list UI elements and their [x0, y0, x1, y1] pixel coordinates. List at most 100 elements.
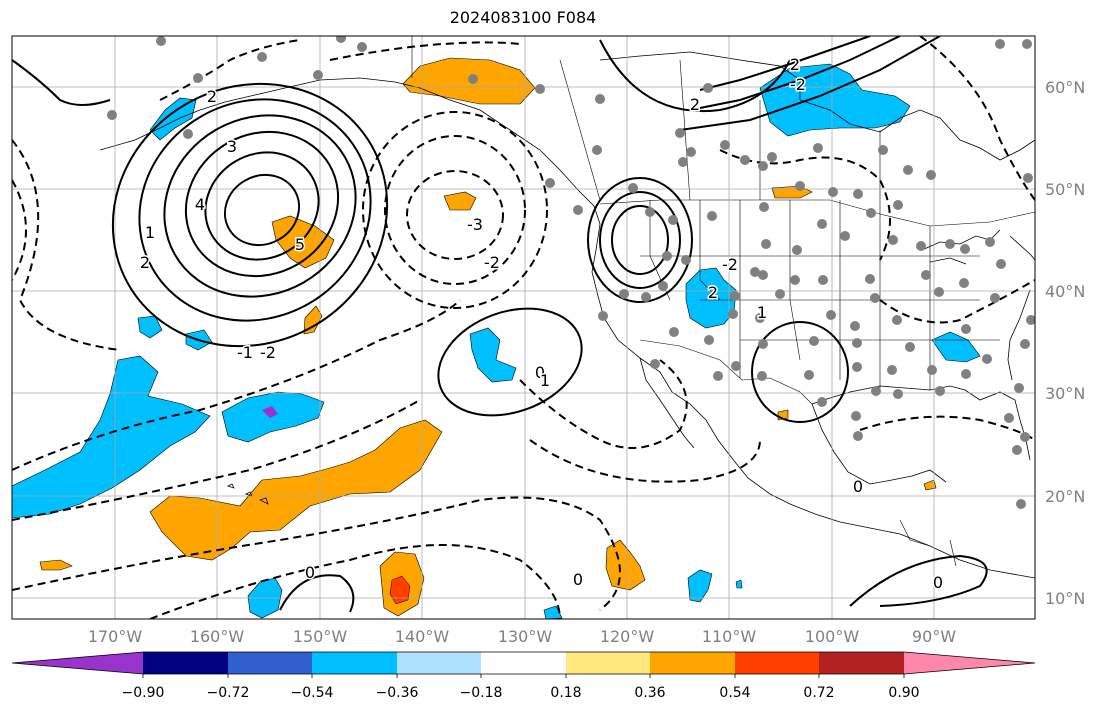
contour-label: 0	[853, 477, 863, 496]
lon-label-160w: 160°W	[190, 627, 245, 646]
blue-region-southeast	[931, 331, 981, 363]
lat-label-60n: 60°N	[1045, 78, 1085, 97]
colorbar-segment	[650, 652, 735, 674]
contour-label: 5	[295, 235, 305, 254]
colorbar-tick-label: −0.54	[291, 685, 334, 701]
south-band-dashed-4	[149, 544, 561, 619]
contour-label: 1	[145, 223, 155, 242]
contour-label: -1	[237, 343, 253, 362]
blue-region-west-band	[12, 355, 211, 519]
colorbar-segment	[481, 652, 566, 674]
contour-label: 0	[305, 563, 315, 582]
south-band-dashed-1	[12, 299, 461, 471]
contour-label: 1	[540, 371, 550, 390]
colorbar-tick-label: −0.72	[207, 685, 250, 701]
gulf-alaska-low-2	[384, 135, 526, 285]
red-region-peak	[389, 575, 411, 605]
map-title: 2024083100 F084	[449, 8, 597, 27]
lat-label-20n: 20°N	[1045, 487, 1085, 506]
contour-label: 0	[535, 363, 545, 382]
colorbar-segment	[143, 652, 228, 674]
positive-contours	[12, 36, 988, 613]
graticule	[12, 36, 1035, 619]
central-america-lines	[899, 519, 957, 567]
gulf-alaska-low-1	[362, 111, 548, 309]
contour-label: -2	[260, 343, 276, 362]
colorbar-segment	[397, 652, 481, 674]
colorbar-segment	[228, 652, 312, 674]
contour-label: 2	[708, 283, 718, 302]
orange-region-small-a	[443, 191, 477, 211]
colorbar-segment	[566, 652, 650, 674]
orange-region-subtropical-band	[149, 419, 443, 561]
mexico-dashed-1	[519, 359, 688, 449]
lat-label-10n: 10°N	[1045, 589, 1085, 608]
south-contour-b	[849, 554, 988, 607]
contour-label: -2	[484, 253, 500, 272]
us-mexico-border	[639, 339, 813, 405]
alaska-coast	[99, 77, 601, 225]
contour-label: 1	[757, 303, 767, 322]
west-coast-high-2	[599, 191, 681, 289]
east-dashed-1	[879, 279, 1035, 324]
bering-contour	[12, 59, 111, 106]
lon-label-140w: 140°W	[395, 627, 450, 646]
west-edge-dashed-2	[12, 179, 27, 281]
colorbar-tick-label: −0.18	[460, 685, 503, 701]
high-contour-6	[223, 173, 301, 247]
south-band-dashed-2	[12, 399, 421, 521]
contour-label: 2	[690, 95, 700, 114]
high-contour-4	[184, 130, 340, 278]
lat-label-50n: 50°N	[1045, 180, 1085, 199]
blue-region-small-a	[137, 315, 163, 339]
positive-anomaly-regions	[39, 57, 937, 617]
lon-label-90w: 90°W	[912, 627, 956, 646]
negative-contours	[12, 36, 1035, 619]
blue-region-small-c	[735, 579, 743, 589]
blue-region-bering	[149, 97, 197, 141]
contour-label: 3	[227, 137, 237, 156]
gulf-alaska-low-3	[406, 170, 504, 260]
purple-region-spot	[262, 406, 278, 418]
contour-label: -3	[467, 215, 483, 234]
hawaii-islands	[226, 483, 269, 505]
colorbar-tick-label: 0.54	[719, 685, 750, 701]
orange-region-small-c	[39, 559, 73, 571]
contour-label: 0	[933, 573, 943, 592]
east-coast	[1007, 235, 1035, 381]
colorbar-segment	[12, 652, 143, 674]
blue-region-central	[221, 391, 325, 443]
contour-label: 0	[573, 570, 583, 589]
north-east-contour-1	[699, 36, 871, 91]
mid-pacific-contour	[437, 307, 583, 417]
colorbar-tick-label: −0.36	[376, 685, 419, 701]
map-frame	[11, 35, 1036, 620]
high-contour-3	[163, 114, 357, 298]
high-contour-2	[138, 98, 372, 322]
colorbar-tick-label: 0.36	[634, 685, 665, 701]
us-state-lines	[640, 200, 1000, 390]
orange-region-small-f	[923, 479, 937, 491]
colorbar-tick-label: 0.72	[803, 685, 834, 701]
west-coast-high-3	[611, 205, 669, 275]
lon-label-110w: 110°W	[702, 627, 757, 646]
station-dots	[107, 36, 1035, 509]
high-contour-5	[204, 151, 320, 261]
contour-label: 2	[140, 253, 150, 272]
east-dashed-2	[859, 415, 1035, 441]
lat-label-30n: 30°N	[1045, 384, 1085, 403]
lon-label-120w: 120°W	[600, 627, 655, 646]
contour-label: 4	[195, 195, 205, 214]
mexico-gulf-coast	[811, 403, 947, 485]
contour-label: 2	[207, 87, 217, 106]
latitude-labels: 60°N 50°N 40°N 30°N 20°N 10°N	[1045, 78, 1085, 608]
negative-anomaly-regions	[12, 63, 981, 619]
alaska-dashed	[329, 41, 521, 61]
lon-label-150w: 150°W	[293, 627, 348, 646]
canada-loop	[599, 39, 791, 113]
gulf-coast	[811, 385, 1031, 461]
south-band-dashed-3	[12, 496, 621, 611]
